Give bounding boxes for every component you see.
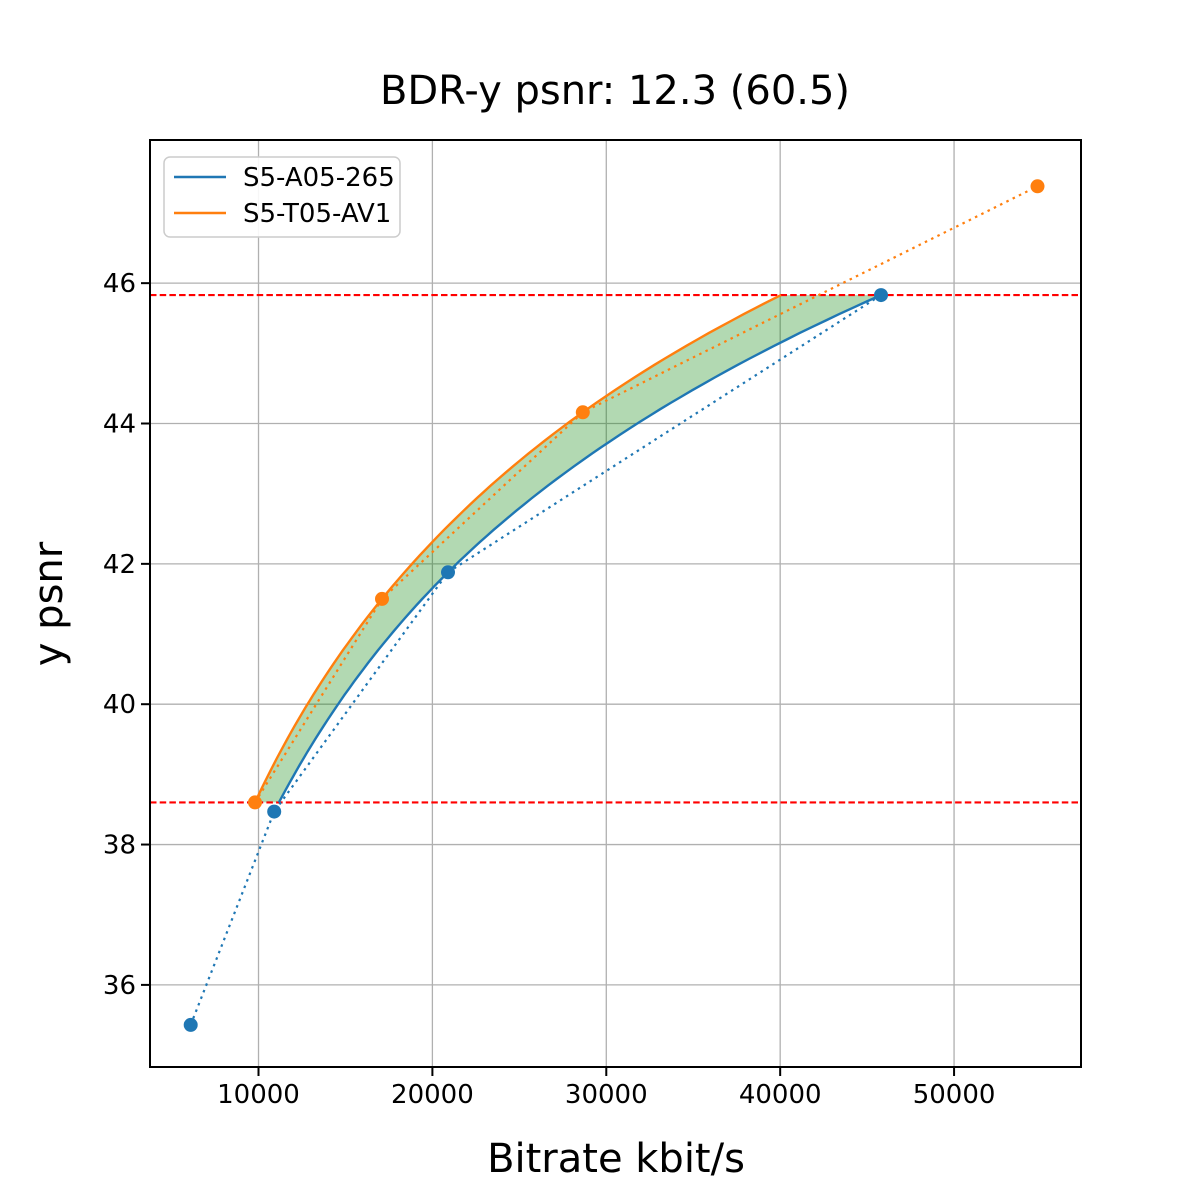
legend-label-s5-t05-av1: S5-T05-AV1	[243, 199, 391, 229]
y-tick-label: 36	[103, 971, 136, 1001]
y-tick-label: 46	[103, 269, 136, 299]
series-S5-T05-AV1-data-point	[375, 591, 389, 606]
y-tick-label: 38	[103, 831, 136, 861]
overlap-lines	[150, 293, 1081, 804]
y-tick-label: 42	[103, 550, 136, 580]
x-tick-label: 10000	[217, 1080, 300, 1110]
series-S5-T05-AV1-data-point	[1030, 179, 1045, 194]
x-tick-label: 50000	[913, 1080, 996, 1110]
y-axis-ticks: 36 38 40 42 44 46	[103, 269, 150, 1001]
y-axis-label: y psnr	[26, 541, 72, 666]
y-tick-label: 40	[103, 690, 136, 720]
series-S5-T05-AV1-dotted-line	[254, 185, 1038, 803]
bd-fill-region	[255, 295, 881, 803]
gridlines	[150, 140, 1081, 1067]
series-S5-A05-265-data-point	[267, 804, 282, 819]
x-axis-ticks: 10000 20000 30000 40000 50000	[217, 1067, 995, 1110]
legend: S5-A05-265 S5-T05-AV1	[163, 156, 401, 238]
data-points	[183, 179, 1045, 1032]
x-tick-label: 20000	[391, 1080, 474, 1110]
series-S5-T05-AV1-data-point	[575, 405, 590, 420]
legend-label-s5-a05-265: S5-A05-265	[243, 163, 395, 193]
series-S5-A05-265-solid-line	[277, 294, 882, 803]
series-S5-A05-265-data-point	[874, 288, 888, 303]
series-S5-T05-AV1-data-point	[248, 795, 262, 810]
plot-border	[149, 139, 1082, 1068]
chart-title: BDR-y psnr: 12.3 (60.5)	[380, 68, 850, 114]
bd-fill-path	[255, 295, 881, 803]
series-S5-A05-265-data-point	[183, 1017, 198, 1032]
x-tick-label: 30000	[565, 1080, 648, 1110]
x-tick-label: 40000	[739, 1080, 822, 1110]
y-tick-label: 44	[103, 410, 136, 440]
x-axis-label: Bitrate kbit/s	[487, 1136, 745, 1182]
series-S5-A05-265-dotted-line	[189, 294, 882, 1026]
series-S5-T05-AV1-solid-line	[253, 294, 782, 803]
series-lines	[189, 185, 1038, 1026]
series-S5-A05-265-data-point	[441, 565, 455, 580]
